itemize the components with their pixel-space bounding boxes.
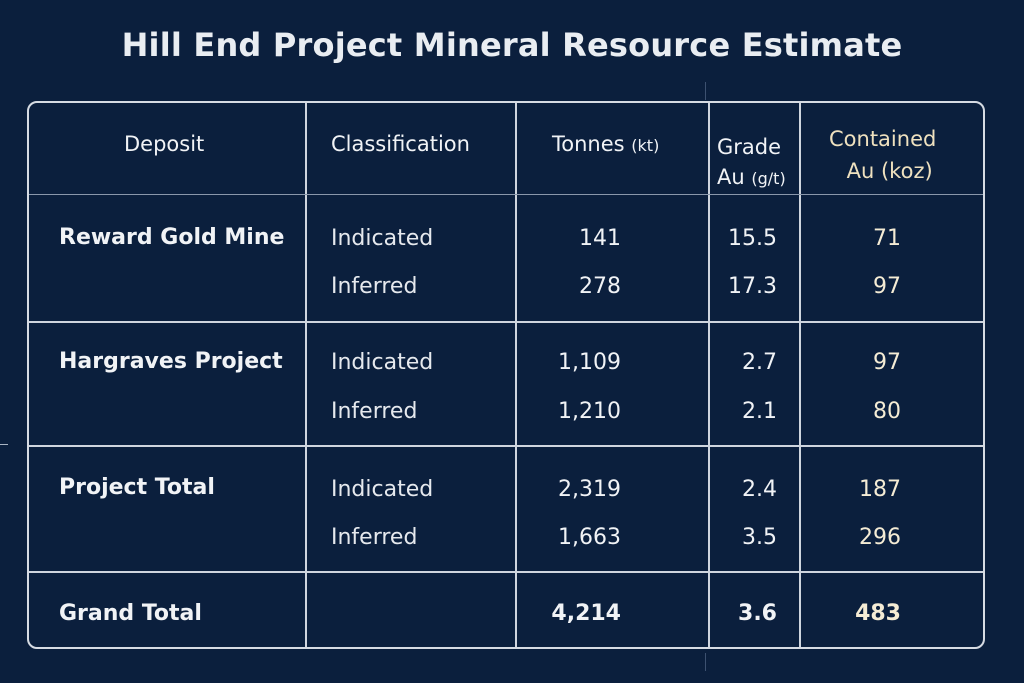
classification-cell: Indicated <box>331 350 434 375</box>
classification-cell: Indicated <box>331 226 434 251</box>
deposit-name: Reward Gold Mine <box>59 225 285 250</box>
column-guide-top <box>705 82 706 100</box>
grade-cell: 2.7 <box>742 350 777 375</box>
grand-total-contained: 483 <box>855 601 901 626</box>
classification-cell: Inferred <box>331 525 418 550</box>
grand-total-grade: 3.6 <box>738 601 777 626</box>
grade-cell: 17.3 <box>728 274 777 299</box>
edge-marker <box>0 444 8 445</box>
grade-cell: 2.1 <box>742 399 777 424</box>
header-grade-line1: Grade <box>717 135 782 159</box>
grand-total-tonnes: 4,214 <box>551 601 621 626</box>
header-divider <box>29 194 983 195</box>
tonnes-cell: 278 <box>579 274 621 299</box>
grand-total-label: Grand Total <box>59 601 202 626</box>
deposit-name: Project Total <box>59 475 215 500</box>
contained-cell: 296 <box>859 525 901 550</box>
header-grade-unit: (g/t) <box>751 169 786 188</box>
classification-cell: Inferred <box>331 399 418 424</box>
header-classification: Classification <box>331 132 470 156</box>
classification-cell: Inferred <box>331 274 418 299</box>
row-divider <box>29 321 983 323</box>
grade-cell: 15.5 <box>728 226 777 251</box>
header-tonnes-unit: (kt) <box>631 136 660 155</box>
tonnes-cell: 1,109 <box>558 350 621 375</box>
contained-cell: 80 <box>873 399 901 424</box>
contained-cell: 71 <box>873 226 901 251</box>
column-guide-bottom <box>705 653 706 671</box>
header-tonnes-label: Tonnes <box>552 132 625 156</box>
header-contained-line2: Au (koz) <box>846 159 933 183</box>
resource-table: Deposit Classification Tonnes (kt) Grade… <box>27 101 985 649</box>
row-divider <box>29 445 983 447</box>
contained-cell: 187 <box>859 477 901 502</box>
tonnes-cell: 141 <box>579 226 621 251</box>
grade-cell: 3.5 <box>742 525 777 550</box>
page-title: Hill End Project Mineral Resource Estima… <box>121 26 903 64</box>
row-divider <box>29 571 983 573</box>
column-divider <box>799 103 801 647</box>
classification-cell: Indicated <box>331 477 434 502</box>
deposit-name: Hargraves Project <box>59 349 283 374</box>
contained-cell: 97 <box>873 350 901 375</box>
tonnes-cell: 2,319 <box>558 477 621 502</box>
column-divider <box>708 103 710 647</box>
header-contained-line1: Contained <box>829 127 937 151</box>
tonnes-cell: 1,210 <box>558 399 621 424</box>
header-grade: Grade Au (g/t) <box>717 132 786 194</box>
header-contained: Contained Au (koz) <box>829 123 936 187</box>
column-divider <box>305 103 307 647</box>
header-deposit: Deposit <box>124 132 205 156</box>
column-divider <box>515 103 517 647</box>
grade-cell: 2.4 <box>742 477 777 502</box>
contained-cell: 97 <box>873 274 901 299</box>
header-grade-line2: Au <box>717 165 745 189</box>
tonnes-cell: 1,663 <box>558 525 621 550</box>
header-tonnes: Tonnes (kt) <box>552 132 659 156</box>
